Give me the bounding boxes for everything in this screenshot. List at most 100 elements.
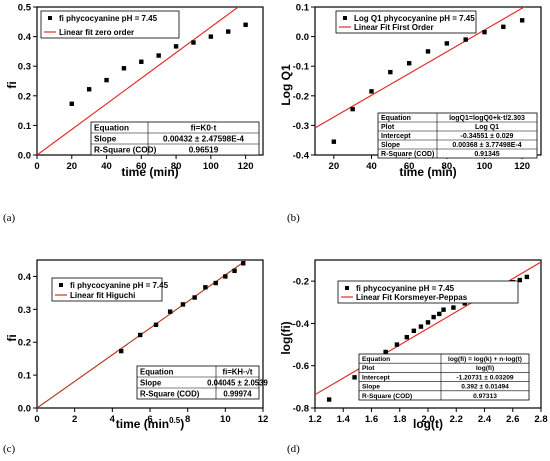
x-tick-label: 120	[514, 161, 530, 172]
data-point	[213, 280, 218, 286]
y-tick-label: 0.0	[296, 32, 309, 43]
legend-box	[51, 277, 163, 302]
stats-table-key: Equation	[381, 115, 411, 122]
stats-table-value: Log Q1	[475, 124, 499, 131]
data-point	[425, 49, 431, 54]
stats-table-key: Intercept	[362, 374, 391, 381]
chart-panel-c: 0 2 4 6 8 10 12 0.0 0.1 0.2 0.3 0.4 time (min0.5) fi f…	[3, 259, 268, 455]
legend-box	[335, 10, 477, 34]
data-point	[191, 40, 196, 45]
data-point	[383, 349, 388, 355]
x-tick-label: 20	[329, 161, 340, 172]
data-point	[369, 89, 374, 94]
y-tick-label: 0.1	[18, 121, 32, 132]
y-tick-label: 0.0	[18, 404, 31, 415]
x-tick-label: 100	[203, 161, 219, 172]
data-point	[118, 348, 124, 354]
x-axis-label: time (min)	[121, 165, 178, 179]
y-tick-label: -0.1	[293, 62, 310, 73]
stats-table	[358, 353, 530, 401]
chart-panel-a: 0 20 40 60 80 100 120 0.0 0.1 0.2 0.3 0.4 0.5 time (m…	[3, 3, 264, 224]
x-axis-label: time (min0.5)	[116, 416, 184, 431]
y-axis-label: Log Q1	[279, 64, 293, 106]
stats-table-key: Equation	[362, 356, 390, 363]
data-point	[501, 24, 506, 30]
stats-table-key: R-Square (COD)	[94, 145, 157, 154]
x-tick-label: 2.0	[421, 414, 434, 425]
stats-table-value: 0.392 ± 0.01494	[461, 384, 509, 391]
data-point	[441, 307, 446, 312]
data-point	[208, 34, 214, 39]
data-point	[243, 22, 248, 27]
data-point	[173, 44, 179, 49]
data-point	[431, 314, 436, 320]
data-point	[232, 268, 237, 274]
y-tick-label: -0.3	[293, 121, 309, 132]
data-point	[192, 295, 197, 300]
data-point	[86, 87, 92, 92]
stats-table-value: 0.99974	[223, 389, 252, 398]
stats-table-key: Slope	[140, 378, 162, 387]
x-tick-label: 8	[185, 414, 190, 425]
x-tick-label: 60	[136, 161, 147, 172]
x-tick-label: 100	[477, 161, 493, 172]
stats-table-key: Plot	[362, 365, 375, 372]
stats-table-key: Equation	[140, 367, 174, 376]
data-point	[104, 77, 109, 83]
stats-table	[377, 112, 538, 159]
x-tick-label: 2.8	[534, 414, 547, 425]
data-point	[418, 324, 424, 329]
stats-table-value: 0.00368 ± 3.77498E-4	[452, 142, 521, 149]
x-tick-label: 2.4	[478, 414, 492, 425]
x-tick-label: 1.6	[365, 414, 378, 425]
data-point	[482, 29, 487, 35]
x-tick-label: 1.8	[393, 414, 406, 425]
data-point	[326, 397, 332, 402]
x-axis-label: log(t)	[413, 417, 443, 431]
y-tick-label: 0.3	[18, 62, 31, 73]
data-point	[350, 106, 355, 112]
y-tick-label: 0.4	[18, 272, 32, 283]
legend-label: fi phycocyanine pH = 7.45	[70, 281, 169, 290]
legend-label: Linear Fit Korsmeyer-Peppas	[356, 293, 468, 302]
y-tick-label: -0.4	[293, 319, 310, 330]
data-point	[331, 139, 337, 144]
data-point	[121, 66, 127, 71]
y-tick-label: 0.2	[18, 338, 31, 349]
data-point	[138, 332, 143, 338]
stats-table-value: log(fi)	[476, 365, 494, 372]
stats-table-key: Slope	[94, 134, 117, 143]
x-tick-label: 0	[34, 161, 39, 172]
data-point	[463, 37, 468, 42]
stats-table-value: 0.97313	[473, 393, 497, 400]
stats-table	[136, 365, 260, 400]
y-tick-label: -0.2	[293, 91, 309, 102]
legend-marker-icon	[59, 283, 63, 287]
chart-panel-b: 20 40 60 80 100 120 -0.4 -0.3 -0.2 -0.1 0.0 0.1 time…	[279, 3, 542, 224]
stats-table-key: R-Square (COD)	[140, 389, 200, 398]
legend-label: Linear fit Higuchi	[70, 291, 135, 300]
x-tick-label: 2.2	[450, 414, 463, 425]
data-point	[223, 274, 228, 279]
data-point	[451, 305, 456, 310]
legend-label: Log Q1 phycocyanine pH = 7.45	[354, 14, 475, 23]
data-point	[411, 328, 417, 334]
fit-line	[315, 7, 526, 129]
x-tick-label: 80	[171, 161, 182, 172]
x-tick-label: 2	[72, 414, 77, 425]
x-axis-label: time (min)	[399, 165, 456, 179]
x-tick-label: 20	[66, 161, 77, 172]
stats-table-value: 0.04045 ± 2.0539	[207, 378, 268, 387]
chart-panel-d: 1.2 1.4 1.6 1.8 2.0 2.2 2.4 2.6 2.8 -0.8 -0.6 -0.4 -…	[279, 259, 548, 455]
x-tick-label: 10	[220, 414, 231, 425]
stats-table-value: 0.96519	[189, 145, 219, 154]
y-tick-label: 0.2	[18, 91, 31, 102]
y-tick-label: 0.1	[18, 371, 32, 382]
stats-table-key: Slope	[362, 384, 380, 391]
stats-table-value: 0.91345	[474, 151, 499, 158]
y-axis-label: log(fi)	[279, 321, 293, 354]
y-axis-label: fi	[5, 334, 19, 341]
stats-table-key: Intercept	[381, 133, 411, 140]
x-tick-label: 40	[101, 161, 112, 172]
